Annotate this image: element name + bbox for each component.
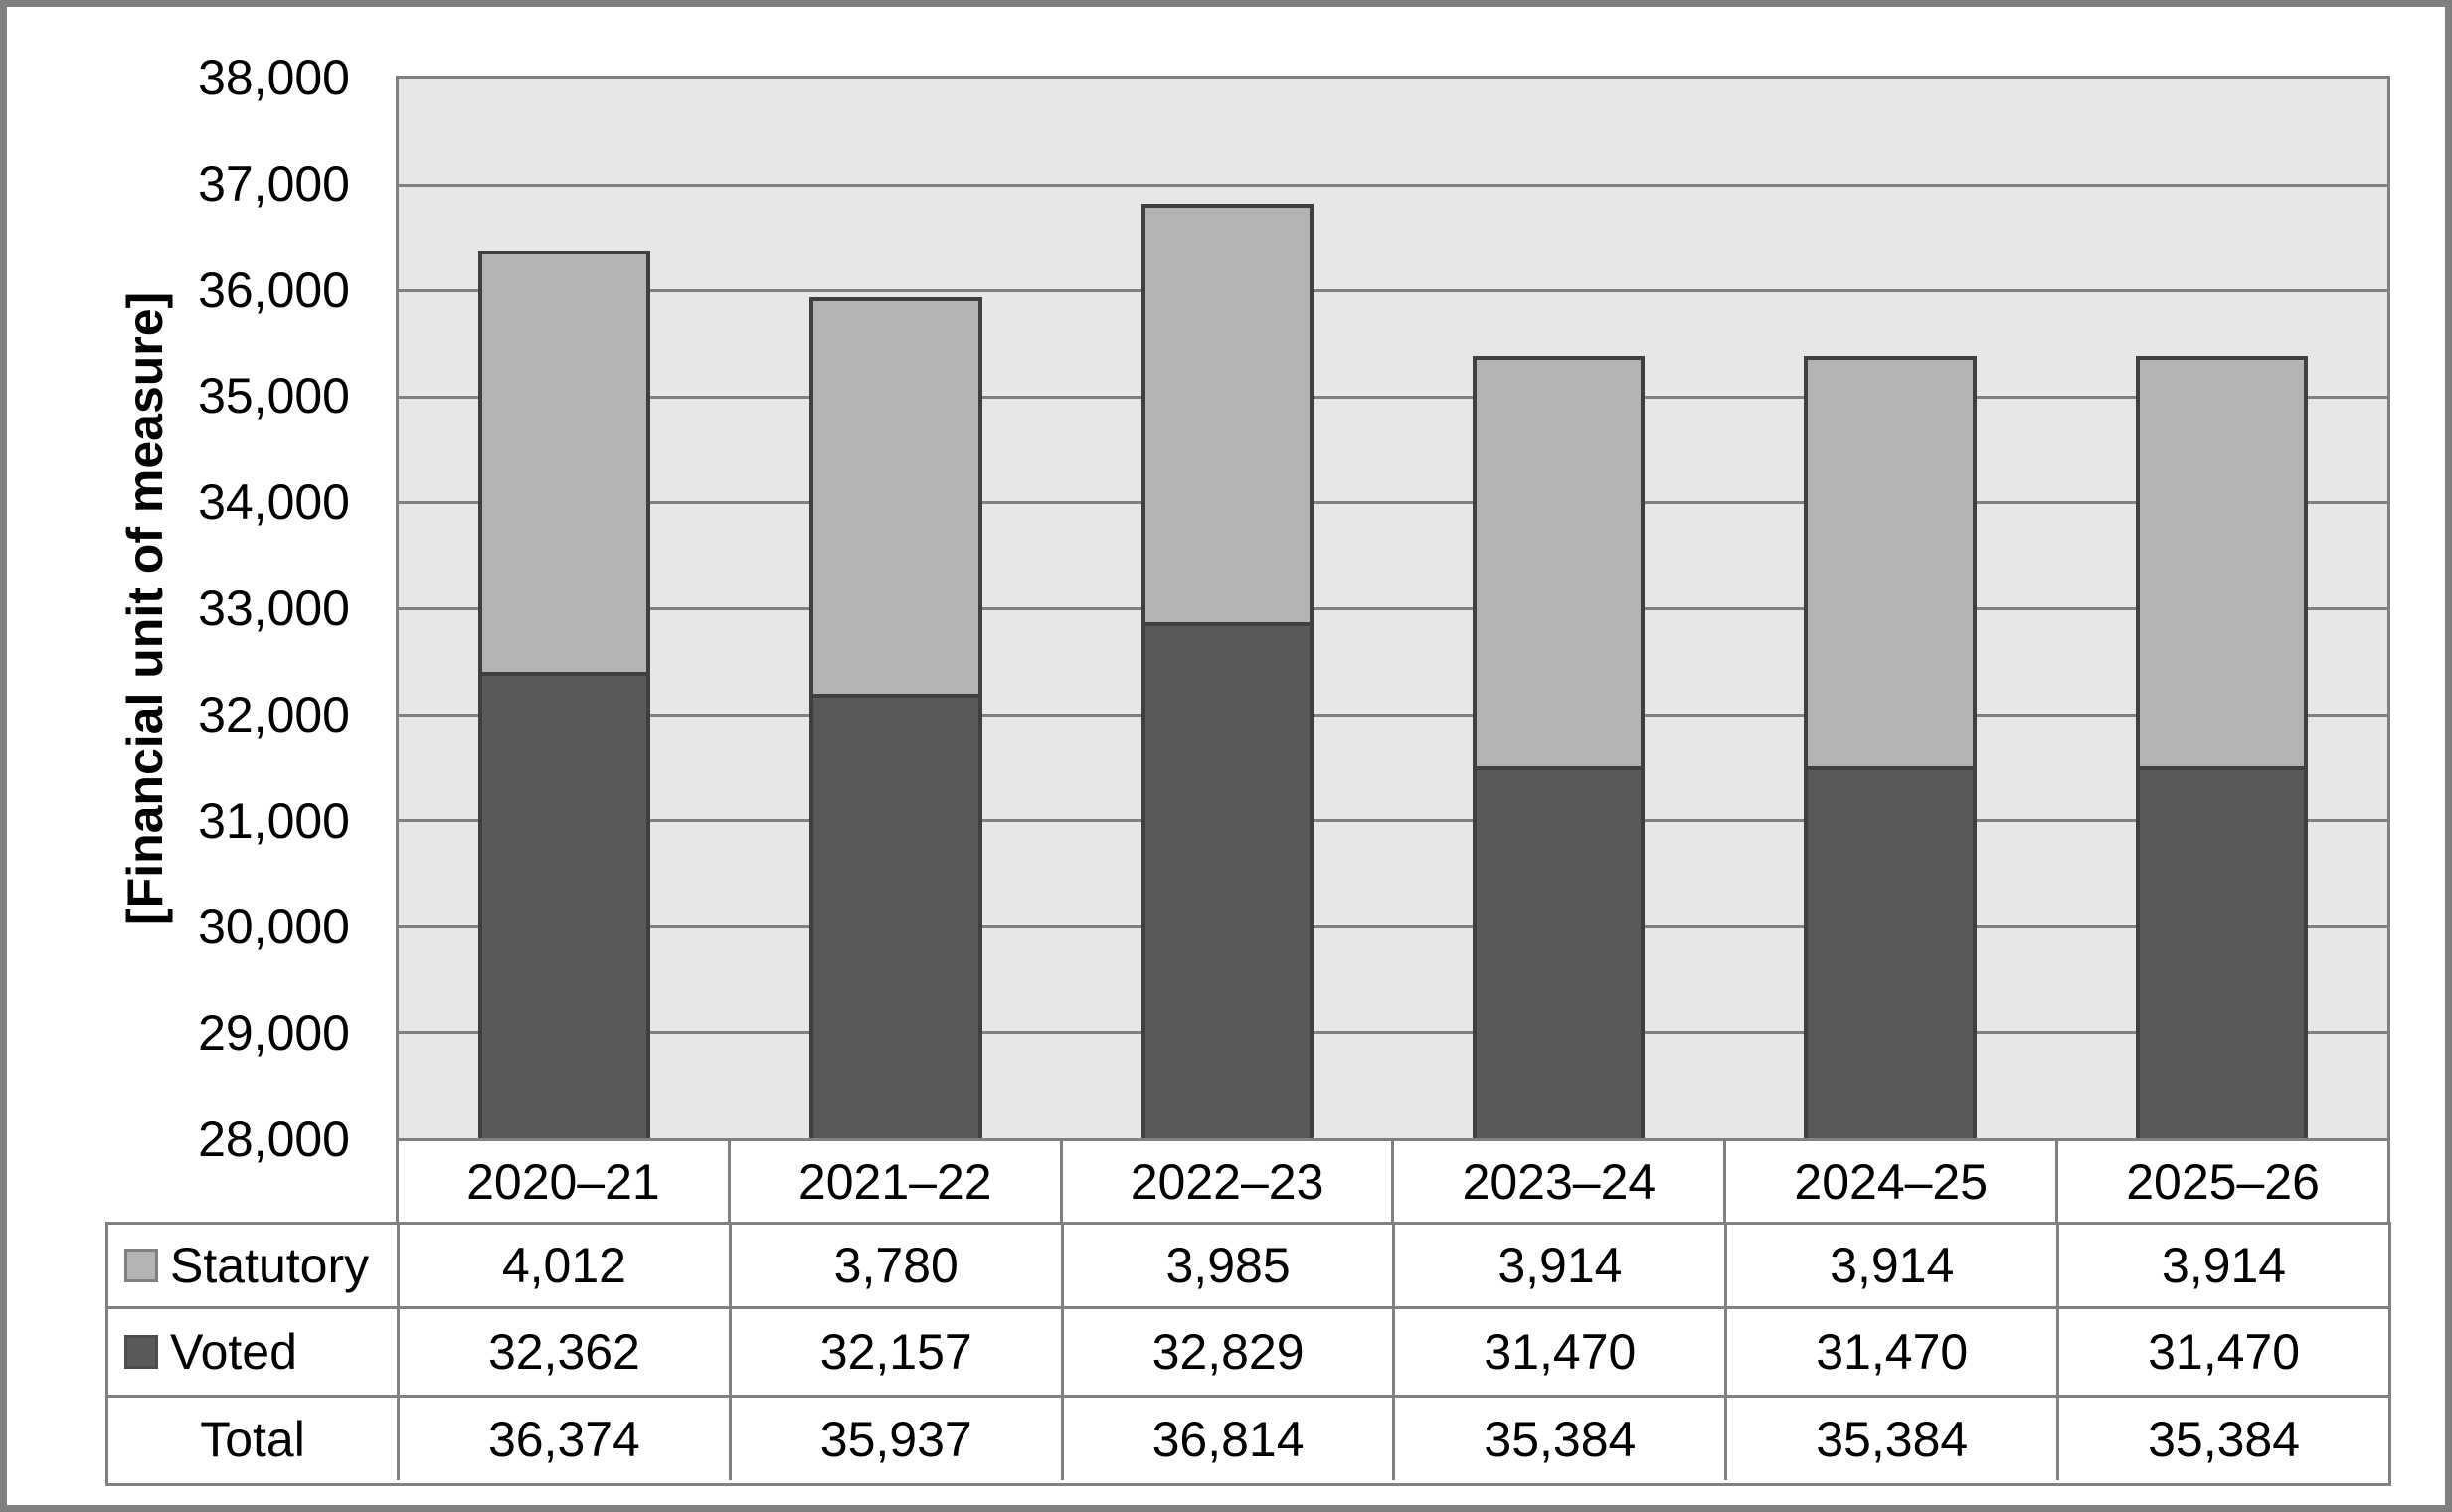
bar-segment-statutory-2020–21	[478, 251, 651, 677]
stacked-bar-2025–26	[2135, 79, 2308, 1138]
bar-column-2020–21	[399, 79, 730, 1138]
gridline	[399, 395, 2387, 399]
total-row-label: Total	[200, 1411, 305, 1467]
table-cell: 35,384	[1724, 1398, 2056, 1480]
table-cell: 32,362	[487, 1324, 640, 1380]
gridline	[399, 607, 2387, 610]
year-header-cell: 2020–21	[466, 1153, 660, 1210]
stacked-bar-2024–25	[1804, 79, 1977, 1138]
table-row-statutory: Statutory 4,012 3,780 3,985 3,914 3,914 …	[108, 1225, 2388, 1309]
year-header-cell: 2021–22	[727, 1141, 1060, 1222]
y-axis-tick-label: 33,000	[198, 581, 350, 636]
voted-legend-label: Voted	[170, 1324, 297, 1380]
table-cell: 32,829	[1060, 1309, 1393, 1395]
table-cell: 3,914	[1392, 1225, 1724, 1306]
table-cell: 36,374	[487, 1411, 640, 1467]
bar-segment-voted-2022–23	[1140, 626, 1314, 1138]
table-cell: 3,780	[728, 1225, 1061, 1306]
y-axis-tick-label: 34,000	[198, 474, 350, 531]
year-header-cell: 2024–25	[1723, 1141, 2055, 1222]
stacked-bar-2023–24	[1472, 79, 1646, 1138]
table-cell: 31,470	[1724, 1309, 2056, 1395]
data-table: Statutory 4,012 3,780 3,985 3,914 3,914 …	[105, 1222, 2391, 1486]
bar-segment-statutory-2021–22	[809, 296, 982, 698]
table-cell: 31,470	[2056, 1309, 2388, 1395]
gridline	[399, 819, 2387, 823]
table-cell: 32,157	[728, 1309, 1061, 1395]
y-axis-tick-label: 30,000	[198, 899, 350, 955]
gridline	[399, 713, 2387, 717]
table-cell: 35,384	[2056, 1398, 2388, 1480]
bar-column-2021–22	[730, 79, 1061, 1138]
stacked-bar-2020–21	[478, 79, 651, 1138]
table-cell: 3,914	[2056, 1225, 2388, 1306]
bar-segment-statutory-2024–25	[1804, 355, 1977, 771]
voted-legend-swatch-icon	[124, 1335, 158, 1369]
gridline	[399, 924, 2387, 928]
legend-cell-total: Total	[108, 1398, 400, 1480]
table-cell: 36,814	[1060, 1398, 1393, 1480]
bar-column-2025–26	[2056, 79, 2387, 1138]
legend-cell-statutory: Statutory	[108, 1225, 400, 1306]
y-axis-tick-label: 37,000	[198, 155, 350, 212]
year-header-cell: 2022–23	[1059, 1141, 1392, 1222]
stacked-bar-2022–23	[1140, 79, 1314, 1138]
y-axis-tick-label: 35,000	[198, 368, 350, 424]
stacked-bar-2021–22	[809, 79, 982, 1138]
bar-segment-voted-2024–25	[1804, 770, 1977, 1138]
plot-area	[396, 76, 2390, 1141]
bar-segment-voted-2020–21	[478, 676, 651, 1138]
table-cell: 35,384	[1392, 1398, 1724, 1480]
bars-layer	[399, 79, 2387, 1138]
y-axis-tick-labels: 38,000 37,000 36,000 35,000 34,000 33,000 32,0…	[47, 53, 350, 1164]
gridlines-layer	[399, 79, 2387, 1138]
y-axis-tick-label: 38,000	[198, 50, 350, 105]
y-axis-tick-label: 32,000	[198, 686, 350, 743]
table-cell: 35,937	[728, 1398, 1061, 1480]
gridline	[399, 289, 2387, 293]
gridline	[399, 183, 2387, 187]
y-axis-tick-label: 31,000	[198, 792, 350, 849]
bar-segment-voted-2025–26	[2135, 770, 2308, 1138]
x-axis-category-row: 2020–21 2021–22 2022–23 2023–24 2024–25 …	[396, 1138, 2390, 1225]
y-axis-tick-label: 29,000	[198, 1005, 350, 1062]
statutory-legend-label: Statutory	[170, 1238, 370, 1293]
bar-column-2023–24	[1393, 79, 1724, 1138]
statutory-legend-swatch-icon	[124, 1249, 158, 1282]
bar-column-2022–23	[1062, 79, 1393, 1138]
y-axis-tick-label: 28,000	[198, 1111, 350, 1167]
bar-segment-voted-2023–24	[1472, 770, 1646, 1138]
table-cell: 31,470	[1392, 1309, 1724, 1395]
legend-cell-voted: Voted	[108, 1309, 400, 1395]
table-row-total: Total 36,374 35,937 36,814 35,384 35,384…	[108, 1398, 2388, 1480]
gridline	[399, 1031, 2387, 1035]
bar-column-2024–25	[1724, 79, 2055, 1138]
y-axis-tick-label: 36,000	[198, 261, 350, 318]
bar-segment-statutory-2023–24	[1472, 355, 1646, 771]
gridline	[399, 501, 2387, 505]
table-row-voted: Voted 32,362 32,157 32,829 31,470 31,470…	[108, 1309, 2388, 1398]
table-cell: 3,985	[1060, 1225, 1393, 1306]
table-cell: 4,012	[501, 1238, 626, 1293]
year-header-cell: 2023–24	[1391, 1141, 1723, 1222]
bar-segment-statutory-2022–23	[1140, 204, 1314, 627]
table-cell: 3,914	[1724, 1225, 2056, 1306]
bar-segment-voted-2021–22	[809, 697, 982, 1138]
year-header-cell: 2025–26	[2055, 1141, 2387, 1222]
bar-segment-statutory-2025–26	[2135, 355, 2308, 771]
